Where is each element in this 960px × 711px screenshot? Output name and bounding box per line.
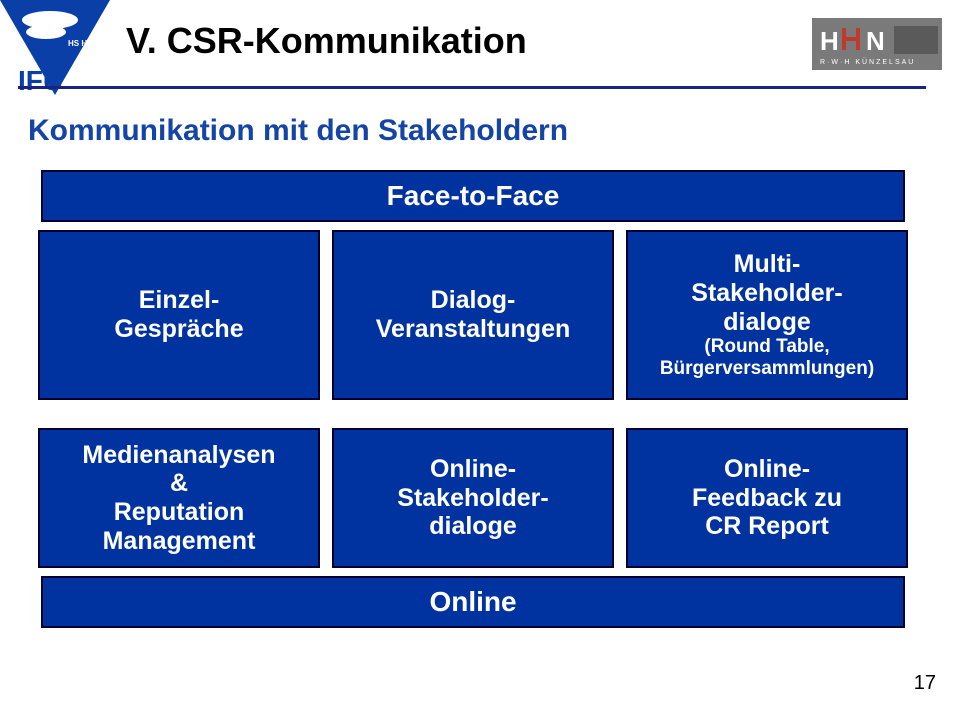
text-line: dialoge bbox=[723, 308, 811, 337]
text-line: dialoge bbox=[429, 512, 517, 541]
text-line: Feedback zu bbox=[692, 484, 842, 513]
box-medienanalysen: Medienanalysen & Reputation Management bbox=[38, 428, 320, 568]
slide-title: V. CSR-Kommunikation bbox=[126, 20, 527, 62]
face-to-face-label: Face-to-Face bbox=[41, 170, 905, 222]
slide: HS Heilbronn IFU H N R·W·H KÜNZELSAU V. … bbox=[0, 0, 960, 711]
text-line: Medienanalysen bbox=[82, 441, 275, 470]
online-label: Online bbox=[41, 576, 905, 628]
title-rule bbox=[18, 86, 926, 89]
box-online-feedback: Online- Feedback zu CR Report bbox=[626, 428, 908, 568]
text-line: Reputation bbox=[114, 498, 245, 527]
text-line: Multi- bbox=[734, 250, 801, 279]
row-online: Medienanalysen & Reputation Management O… bbox=[38, 428, 908, 568]
svg-text:HS Heilbronn: HS Heilbronn bbox=[68, 39, 119, 48]
svg-text:IFU: IFU bbox=[18, 65, 63, 96]
text-line: Stakeholder- bbox=[691, 279, 842, 308]
text-line: Einzel- bbox=[139, 286, 220, 315]
text-line: Gespräche bbox=[114, 315, 243, 344]
text-line: & bbox=[170, 469, 188, 498]
logo-ifu: HS Heilbronn IFU bbox=[0, 0, 120, 100]
row-face-to-face: Einzel- Gespräche Dialog- Veranstaltunge… bbox=[38, 230, 908, 400]
logo-hhn: H N R·W·H KÜNZELSAU bbox=[812, 18, 942, 70]
box-einzelgespraeche: Einzel- Gespräche bbox=[38, 230, 320, 400]
text-line: Stakeholder- bbox=[397, 484, 548, 513]
box-multistakeholder: Multi- Stakeholder- dialoge (Round Table… bbox=[626, 230, 908, 400]
text-line: CR Report bbox=[705, 512, 829, 541]
text-line: Management bbox=[103, 527, 256, 556]
text-line: Online- bbox=[724, 455, 810, 484]
svg-text:N: N bbox=[866, 26, 885, 56]
text-line: Online- bbox=[430, 455, 516, 484]
box-online-stakeholder: Online- Stakeholder- dialoge bbox=[332, 428, 614, 568]
page-number: 17 bbox=[914, 672, 936, 695]
slide-subtitle: Kommunikation mit den Stakeholdern bbox=[28, 114, 568, 148]
box-dialogveranstaltungen: Dialog- Veranstaltungen bbox=[332, 230, 614, 400]
svg-text:R·W·H KÜNZELSAU: R·W·H KÜNZELSAU bbox=[820, 58, 915, 66]
text-line: Dialog- bbox=[431, 286, 516, 315]
text-line-small: (Round Table, Bürgerversammlungen) bbox=[628, 336, 906, 380]
text-line: Veranstaltungen bbox=[376, 315, 571, 344]
svg-text:H: H bbox=[820, 26, 840, 56]
